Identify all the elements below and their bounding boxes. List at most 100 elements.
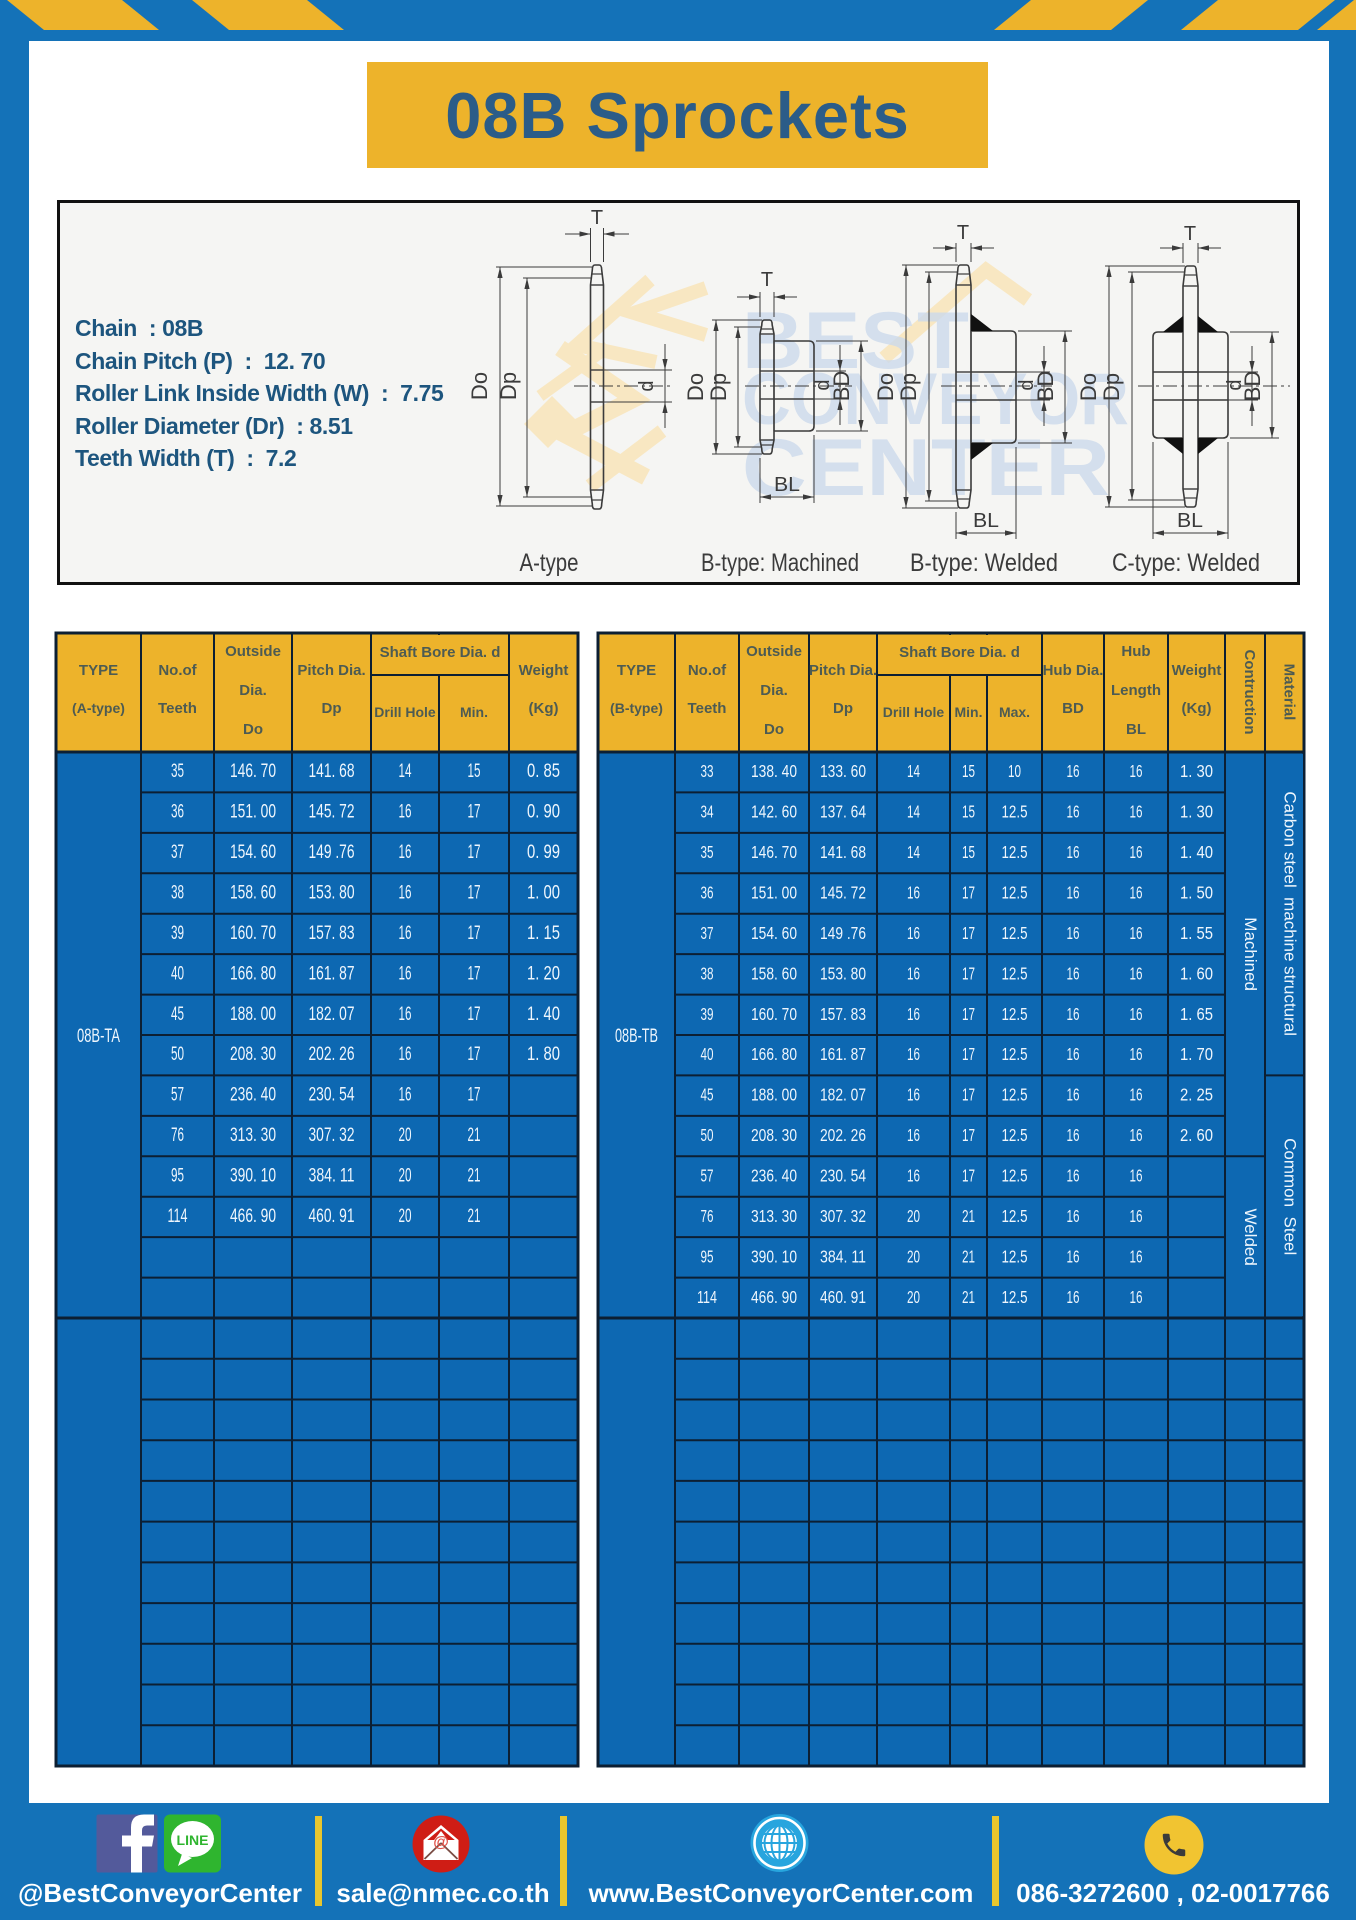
svg-text:14: 14 <box>907 802 920 822</box>
svg-text:BL: BL <box>774 474 800 496</box>
svg-text:16: 16 <box>1067 923 1080 943</box>
svg-text:45: 45 <box>171 1004 184 1025</box>
svg-text:1. 55: 1. 55 <box>1180 923 1213 943</box>
svg-text:16: 16 <box>1067 883 1080 903</box>
svg-text:137. 64: 137. 64 <box>820 802 866 822</box>
svg-text:1. 40: 1. 40 <box>1180 842 1213 862</box>
svg-text:17: 17 <box>962 1085 975 1105</box>
svg-text:16: 16 <box>1130 963 1143 983</box>
svg-text:37: 37 <box>171 842 184 863</box>
svg-text:d: d <box>636 380 658 391</box>
svg-text:149 .76: 149 .76 <box>820 923 866 943</box>
svg-text:50: 50 <box>171 1044 184 1065</box>
svg-text:12.5: 12.5 <box>1002 923 1028 943</box>
svg-text:1. 00: 1. 00 <box>527 883 560 904</box>
svg-text:466. 90: 466. 90 <box>230 1206 276 1227</box>
svg-text:2. 25: 2. 25 <box>1180 1085 1213 1105</box>
svg-text:12.5: 12.5 <box>1002 1206 1028 1226</box>
svg-text:Teeth: Teeth <box>158 700 197 717</box>
svg-text:17: 17 <box>468 842 481 863</box>
svg-text:202. 26: 202. 26 <box>820 1125 866 1145</box>
svg-text:Dp: Dp <box>1099 373 1124 401</box>
svg-text:Hub: Hub <box>1121 643 1150 660</box>
svg-text:21: 21 <box>962 1287 975 1307</box>
svg-text:@BestConveyorCenter: @BestConveyorCenter <box>18 1878 302 1908</box>
svg-text:38: 38 <box>701 963 714 983</box>
svg-text:16: 16 <box>907 1085 920 1105</box>
svg-text:Weight: Weight <box>1172 662 1222 679</box>
svg-text:(B-type): (B-type) <box>610 700 663 716</box>
svg-text:B-type: Machined: B-type: Machined <box>701 549 859 577</box>
svg-text:1. 60: 1. 60 <box>1180 963 1213 983</box>
svg-text:T: T <box>957 222 969 244</box>
svg-text:182. 07: 182. 07 <box>309 1004 355 1025</box>
svg-text:Contruction: Contruction <box>1241 650 1258 735</box>
svg-text:1. 15: 1. 15 <box>527 923 560 944</box>
svg-text:16: 16 <box>1130 1004 1143 1024</box>
svg-text:16: 16 <box>399 1085 412 1106</box>
svg-text:17: 17 <box>962 1004 975 1024</box>
svg-text:20: 20 <box>399 1166 412 1187</box>
svg-text:Do: Do <box>243 721 263 738</box>
svg-text:Shaft Bore Dia. d: Shaft Bore Dia. d <box>380 644 501 661</box>
svg-text:236. 40: 236. 40 <box>751 1166 797 1186</box>
svg-text:21: 21 <box>468 1206 481 1227</box>
svg-text:1. 30: 1. 30 <box>1180 802 1213 822</box>
svg-text:Hub Dia.: Hub Dia. <box>1043 662 1104 679</box>
svg-text:@: @ <box>433 1834 449 1851</box>
svg-text:157. 83: 157. 83 <box>309 923 355 944</box>
svg-text:Common Steel: Common Steel <box>1281 1138 1300 1255</box>
svg-text:151. 00: 151. 00 <box>230 802 276 823</box>
svg-text:0. 85: 0. 85 <box>527 761 560 782</box>
svg-text:208. 30: 208. 30 <box>751 1125 797 1145</box>
svg-text:16: 16 <box>1067 1206 1080 1226</box>
svg-text:Dp: Dp <box>496 372 521 400</box>
svg-text:76: 76 <box>171 1125 184 1146</box>
svg-text:T: T <box>761 269 773 291</box>
svg-text:17: 17 <box>468 883 481 904</box>
svg-text:16: 16 <box>1130 1206 1143 1226</box>
svg-text:16: 16 <box>399 1004 412 1025</box>
svg-text:0. 99: 0. 99 <box>527 842 560 863</box>
svg-text:0. 90: 0. 90 <box>527 802 560 823</box>
svg-text:17: 17 <box>468 802 481 823</box>
svg-text:T: T <box>1184 223 1196 245</box>
svg-text:202. 26: 202. 26 <box>309 1044 355 1065</box>
svg-text:15: 15 <box>962 761 975 781</box>
svg-text:17: 17 <box>962 963 975 983</box>
svg-text:16: 16 <box>399 802 412 823</box>
svg-text:1. 50: 1. 50 <box>1180 883 1213 903</box>
svg-text:d: d <box>812 379 834 390</box>
svg-text:TYPE: TYPE <box>79 662 118 679</box>
svg-text:Dp: Dp <box>833 700 853 717</box>
svg-text:16: 16 <box>399 883 412 904</box>
svg-text:16: 16 <box>1130 842 1143 862</box>
svg-text:Drill Hole: Drill Hole <box>883 704 945 720</box>
svg-text:Max.: Max. <box>999 704 1030 720</box>
svg-text:1. 80: 1. 80 <box>527 1044 560 1065</box>
svg-text:40: 40 <box>701 1044 714 1064</box>
svg-text:www.BestConveyorCenter.com: www.BestConveyorCenter.com <box>588 1878 974 1908</box>
svg-text:15: 15 <box>962 802 975 822</box>
svg-text:16: 16 <box>1067 1125 1080 1145</box>
svg-text:16: 16 <box>907 923 920 943</box>
svg-text:38: 38 <box>171 883 184 904</box>
svg-text:16: 16 <box>907 1125 920 1145</box>
svg-text:1. 30: 1. 30 <box>1180 761 1213 781</box>
svg-text:460. 91: 460. 91 <box>820 1287 866 1307</box>
svg-text:C-type: Welded: C-type: Welded <box>1112 549 1260 577</box>
svg-text:166. 80: 166. 80 <box>230 963 276 984</box>
svg-text:BD: BD <box>1062 700 1084 717</box>
svg-text:161. 87: 161. 87 <box>309 963 355 984</box>
svg-text:1. 20: 1. 20 <box>527 963 560 984</box>
svg-text:384. 11: 384. 11 <box>820 1246 866 1266</box>
svg-text:Material: Material <box>1281 664 1298 721</box>
svg-text:BL: BL <box>1177 510 1203 532</box>
svg-text:45: 45 <box>701 1085 714 1105</box>
svg-text:08B-TB: 08B-TB <box>615 1026 658 1047</box>
svg-text:16: 16 <box>1067 761 1080 781</box>
svg-text:Min.: Min. <box>955 704 983 720</box>
svg-text:14: 14 <box>399 761 412 782</box>
svg-text:160. 70: 160. 70 <box>230 923 276 944</box>
svg-text:(Kg): (Kg) <box>1182 700 1212 717</box>
